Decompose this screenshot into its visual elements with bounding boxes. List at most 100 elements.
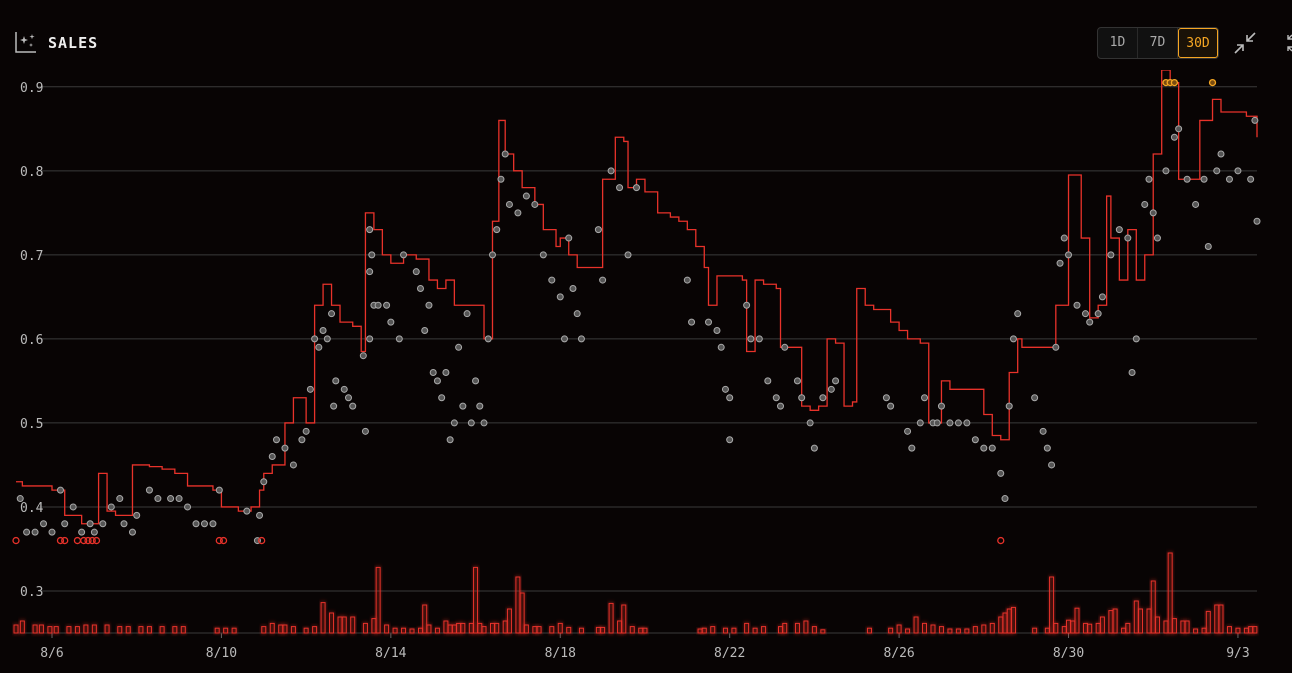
sale-point <box>1001 495 1009 503</box>
sale-point <box>86 520 94 528</box>
volume-bar <box>13 624 19 634</box>
sale-point <box>192 520 200 528</box>
volume-bar <box>578 627 584 634</box>
x-tick-label: 8/6 <box>40 646 63 661</box>
sale-point <box>1162 167 1170 175</box>
volume-bar <box>261 626 267 634</box>
volume-bar <box>456 622 462 634</box>
sale-point <box>1056 259 1064 267</box>
volume-bar <box>502 620 508 634</box>
volume-bar <box>888 627 894 634</box>
volume-bar <box>494 622 500 634</box>
volume-bar <box>223 627 229 634</box>
volume-bar <box>1061 626 1067 634</box>
volume-bar <box>32 624 38 634</box>
range-7d-button[interactable]: 7D <box>1138 28 1178 58</box>
sale-point <box>368 251 376 259</box>
sale-point <box>781 343 789 351</box>
time-range-selector: 1D 7D 30D <box>1097 27 1219 59</box>
range-30d-button[interactable]: 30D <box>1178 28 1218 58</box>
volume-bar <box>1044 627 1050 634</box>
sale-point <box>688 318 696 326</box>
sale-point <box>1115 226 1123 234</box>
low-sale-point <box>73 536 82 545</box>
volume-bar <box>422 604 428 634</box>
sale-point <box>476 402 484 410</box>
volume-bar <box>1087 623 1093 634</box>
sale-point <box>433 377 441 385</box>
sale-point <box>315 343 323 351</box>
volume-bar <box>1032 627 1038 634</box>
volume-bar <box>1146 608 1152 634</box>
volume-bars <box>13 552 1258 634</box>
sale-point <box>243 507 251 515</box>
volume-bar <box>629 626 635 634</box>
volume-bar <box>269 622 275 634</box>
volume-bar <box>329 612 335 634</box>
volume-bar <box>481 626 487 634</box>
sale-point <box>599 276 607 284</box>
sale-point <box>904 427 912 435</box>
volume-bar <box>1184 620 1190 634</box>
x-axis-ticks: 8/6 8/10 8/14 8/18 8/22 8/26 8/30 9/3 <box>16 632 1257 661</box>
sale-point <box>1098 293 1106 301</box>
sale-point <box>99 520 107 528</box>
volume-bar <box>1163 620 1169 634</box>
sale-point <box>1052 343 1060 351</box>
volume-bar <box>104 624 110 634</box>
volume-bar <box>752 627 758 634</box>
price-step-line <box>16 70 1258 525</box>
low-sale-point <box>80 536 88 545</box>
sale-point <box>1234 167 1242 175</box>
sale-point <box>1094 310 1102 318</box>
sale-point <box>577 335 585 343</box>
collapse-arrows-icon[interactable] <box>1232 30 1258 56</box>
volume-bar <box>282 624 288 634</box>
sale-point <box>395 335 403 343</box>
volume-bar <box>303 627 309 634</box>
volume-bar <box>19 620 25 634</box>
sale-point <box>1175 125 1183 133</box>
sale-point <box>256 511 264 519</box>
volume-bar <box>1125 622 1131 634</box>
sale-point <box>442 369 450 377</box>
volume-bar <box>600 626 606 634</box>
volume-bar <box>1150 580 1156 634</box>
volume-bar <box>362 622 368 634</box>
volume-bar <box>955 628 961 634</box>
sale-point <box>120 520 128 528</box>
volume-bar <box>803 620 809 634</box>
y-tick-label: 0.5 <box>20 417 43 432</box>
sale-point <box>40 520 48 528</box>
sale-point <box>438 394 446 402</box>
sale-point <box>272 436 280 444</box>
sale-point <box>349 402 357 410</box>
volume-bar <box>477 622 483 634</box>
volume-bar <box>866 627 872 634</box>
sale-point <box>1086 318 1094 326</box>
sale-point <box>78 528 86 536</box>
volume-bar <box>794 622 800 634</box>
sale-point <box>1081 310 1089 318</box>
sale-point <box>887 402 895 410</box>
sale-point <box>1073 301 1081 309</box>
x-tick-label: 8/26 <box>883 646 914 661</box>
low-sale-point <box>92 536 101 545</box>
sale-point <box>921 394 929 402</box>
sale-point <box>323 335 331 343</box>
sale-point <box>306 385 314 393</box>
volume-bar <box>1226 626 1232 634</box>
sale-point <box>90 528 98 536</box>
sale-point <box>594 226 602 234</box>
sale-point <box>1124 234 1132 242</box>
sale-point <box>1213 167 1221 175</box>
volume-bar <box>337 616 343 634</box>
volume-bar <box>180 626 186 634</box>
range-1d-button[interactable]: 1D <box>1098 28 1138 58</box>
sale-point <box>755 335 763 343</box>
volume-bar <box>744 622 750 634</box>
sale-point <box>412 268 420 276</box>
sale-point <box>366 226 374 234</box>
sale-point <box>908 444 916 452</box>
